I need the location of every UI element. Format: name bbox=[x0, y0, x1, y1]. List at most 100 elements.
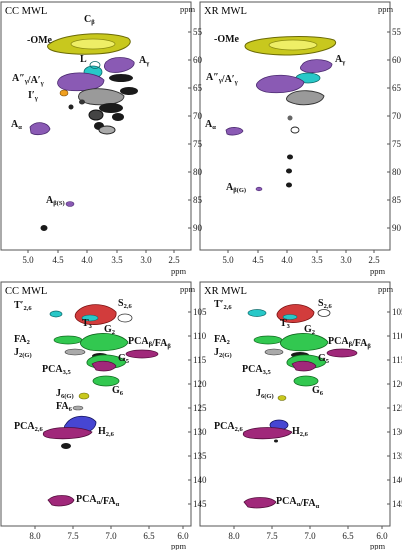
x-tick-label: 7.0 bbox=[304, 531, 316, 541]
x-unit-top-left: ppm bbox=[171, 266, 187, 276]
y-tick-label: 60 bbox=[392, 55, 402, 65]
x-tick-label: 2.5 bbox=[368, 255, 380, 265]
peak-label: Aγ bbox=[335, 54, 345, 66]
peak-label: J6(G) bbox=[56, 388, 74, 400]
contour-g2-bl bbox=[80, 333, 129, 352]
contour-t3-br bbox=[282, 314, 298, 320]
contour-fa2-br bbox=[253, 335, 283, 345]
peak-label: Aα bbox=[11, 119, 22, 131]
x-unit-top-right: ppm bbox=[370, 266, 386, 276]
peak-label: G6 bbox=[312, 385, 324, 397]
peak-label: H2,6 bbox=[98, 426, 115, 438]
peak-label: FA6 bbox=[56, 401, 73, 413]
contour-black-3-tl bbox=[99, 103, 123, 113]
contour-aalpha-tr bbox=[225, 127, 244, 136]
panel-title-top-left: CC MWL bbox=[5, 6, 47, 17]
y-tick-label: 90 bbox=[392, 223, 402, 233]
contour-small-2-tr bbox=[290, 126, 300, 134]
contour-l-ring-tl bbox=[89, 61, 101, 69]
contour-small-2-tl bbox=[68, 104, 74, 110]
x-tick-label: 3.5 bbox=[311, 255, 323, 265]
x-tick-label: 4.0 bbox=[81, 255, 93, 265]
contour-g6-bl bbox=[92, 375, 120, 387]
peak-label: S2,6 bbox=[318, 298, 332, 310]
contour-ome-core-tl bbox=[70, 38, 116, 50]
x-tick-label: 2.5 bbox=[168, 255, 180, 265]
y-tick-label: 115 bbox=[193, 355, 207, 365]
peak-label: G6 bbox=[112, 385, 124, 397]
y-tick-label: 90 bbox=[193, 223, 203, 233]
y-tick-label: 140 bbox=[193, 475, 207, 485]
y-tick-label: 115 bbox=[392, 355, 402, 365]
y-unit-top-right: ppm bbox=[378, 4, 394, 14]
contours-bottom-left bbox=[42, 304, 159, 507]
contours-top-left bbox=[29, 33, 138, 231]
contour-gray-1-tr bbox=[285, 90, 325, 106]
contour-black-7-tl bbox=[98, 125, 116, 135]
peak-label: T′2,6 bbox=[14, 300, 32, 312]
peak-label: G2 bbox=[304, 324, 315, 336]
contour-black-8-tl bbox=[40, 225, 48, 231]
x-tick-label: 8.0 bbox=[228, 531, 240, 541]
peak-label: PCA2,6 bbox=[14, 421, 43, 433]
contour-agamma-tr bbox=[299, 59, 333, 73]
y-tick-label: 120 bbox=[392, 379, 402, 389]
x-unit-bottom-left: ppm bbox=[171, 541, 187, 550]
contours-bottom-right bbox=[242, 304, 358, 509]
contour-aalpha-tl bbox=[29, 122, 51, 136]
contour-pcab-bl bbox=[125, 349, 159, 359]
x-tick-label: 4.0 bbox=[281, 255, 293, 265]
y-tick-label: 105 bbox=[392, 307, 402, 317]
y-tick-label: 145 bbox=[392, 499, 402, 509]
contour-j6g-bl bbox=[78, 392, 90, 400]
y-tick-label: 70 bbox=[193, 111, 203, 121]
contour-tprime-bl bbox=[49, 310, 63, 318]
contour-agamma2-tl bbox=[57, 72, 105, 92]
y-unit-top-left: ppm bbox=[180, 4, 196, 14]
peak-label: PCAα/FAα bbox=[276, 496, 320, 510]
contour-black-1-tr bbox=[287, 154, 293, 160]
peak-label: -OMe bbox=[214, 34, 240, 45]
contour-gray-ring-bl bbox=[117, 313, 133, 323]
x-tick-label: 7.0 bbox=[105, 531, 117, 541]
panel-frame-top-left bbox=[0, 1, 192, 251]
peak-label: FA2 bbox=[14, 334, 30, 346]
x-tick-label: 5.0 bbox=[22, 255, 34, 265]
x-tick-label: 6.0 bbox=[376, 531, 388, 541]
y-tick-label: 135 bbox=[392, 451, 402, 461]
peak-label: G5 bbox=[118, 353, 130, 365]
peak-label: J2(G) bbox=[14, 347, 32, 359]
peak-label: -OMe bbox=[27, 35, 53, 46]
panel-frame-top-right bbox=[199, 1, 391, 251]
x-tick-label: 5.0 bbox=[222, 255, 234, 265]
panel-frame-bottom-left bbox=[0, 281, 192, 527]
contours-top-right bbox=[225, 36, 337, 192]
contour-gray-ring-br bbox=[317, 309, 331, 317]
contour-fa2-bl bbox=[53, 335, 83, 345]
peak-label: J6(G) bbox=[256, 388, 274, 400]
contour-g6-br bbox=[293, 375, 319, 387]
y-tick-label: 70 bbox=[392, 111, 402, 121]
y-tick-label: 140 bbox=[392, 475, 402, 485]
contour-pcaa-br bbox=[243, 497, 277, 509]
x-tick-label: 7.5 bbox=[67, 531, 79, 541]
x-tick-label: 3.5 bbox=[111, 255, 123, 265]
contour-abetas-tl bbox=[65, 201, 75, 207]
x-tick-label: 3.0 bbox=[140, 255, 152, 265]
contour-pcaa-bl bbox=[47, 495, 75, 507]
contour-small-1-tl bbox=[79, 99, 85, 105]
contour-pca26-br bbox=[242, 427, 293, 440]
y-tick-label: 60 bbox=[193, 55, 203, 65]
y-tick-label: 80 bbox=[193, 167, 203, 177]
y-tick-label: 85 bbox=[193, 195, 203, 205]
peak-label: Cβ bbox=[84, 14, 95, 26]
panel-title-top-right: XR MWL bbox=[204, 6, 247, 17]
x-unit-bottom-right: ppm bbox=[370, 541, 386, 550]
contour-black-5-tl bbox=[112, 113, 124, 121]
contour-pcab-br bbox=[326, 348, 358, 358]
y-unit-bottom-right: ppm bbox=[378, 284, 394, 294]
peak-label: PCA2,6 bbox=[214, 421, 243, 433]
x-tick-label: 8.0 bbox=[29, 531, 41, 541]
peak-label: Aβ(S) bbox=[46, 195, 65, 207]
contour-tprime-br bbox=[247, 309, 267, 317]
